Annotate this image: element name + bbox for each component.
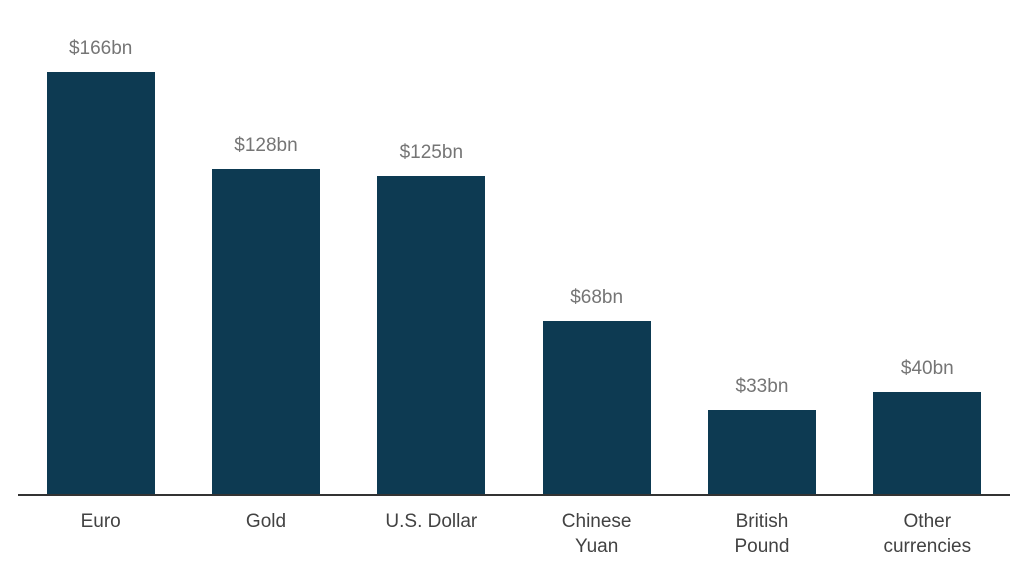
bar-value-label: $128bn — [234, 135, 298, 156]
bar-column: $40bn — [845, 0, 1010, 494]
x-axis-label: Chinese Yuan — [514, 510, 679, 559]
x-axis-label-text: Euro — [80, 511, 121, 532]
bar — [542, 321, 651, 494]
x-axis-label: Other currencies — [845, 510, 1010, 559]
bar-value-label: $125bn — [399, 142, 464, 163]
x-axis-labels: Euro Gold U.S. Dollar Chinese Yuan British P… — [18, 502, 1010, 562]
bar — [46, 72, 155, 494]
bar-column: $33bn — [679, 0, 844, 494]
bar-value-label: $68bn — [570, 287, 624, 308]
bar-value-label: $166bn — [68, 38, 133, 59]
bar-column: $125bn — [349, 0, 514, 494]
x-axis-label: Gold — [183, 510, 348, 535]
x-axis-label: British Pound — [679, 510, 844, 559]
bar — [707, 410, 816, 494]
x-axis-label-text: Chinese Yuan — [561, 511, 632, 557]
x-axis-label: Euro — [18, 510, 183, 535]
bar — [873, 392, 982, 494]
bar — [211, 169, 320, 494]
x-axis-label: U.S. Dollar — [349, 510, 514, 535]
x-axis-label-text: U.S. Dollar — [385, 511, 478, 532]
bar-column: $68bn — [514, 0, 679, 494]
bar-value-label: $40bn — [900, 358, 954, 379]
x-axis-label-text: Gold — [245, 511, 287, 532]
plot-area: $166bn $128bn $125bn $68bn $33bn $40bn — [18, 0, 1010, 496]
bar — [377, 176, 486, 494]
bar-column: $128bn — [183, 0, 348, 494]
x-axis-label-text: British Pound — [734, 511, 790, 557]
x-axis-label-text: Other currencies — [883, 511, 972, 557]
bar-column: $166bn — [18, 0, 183, 494]
bar-value-label: $33bn — [735, 376, 789, 397]
